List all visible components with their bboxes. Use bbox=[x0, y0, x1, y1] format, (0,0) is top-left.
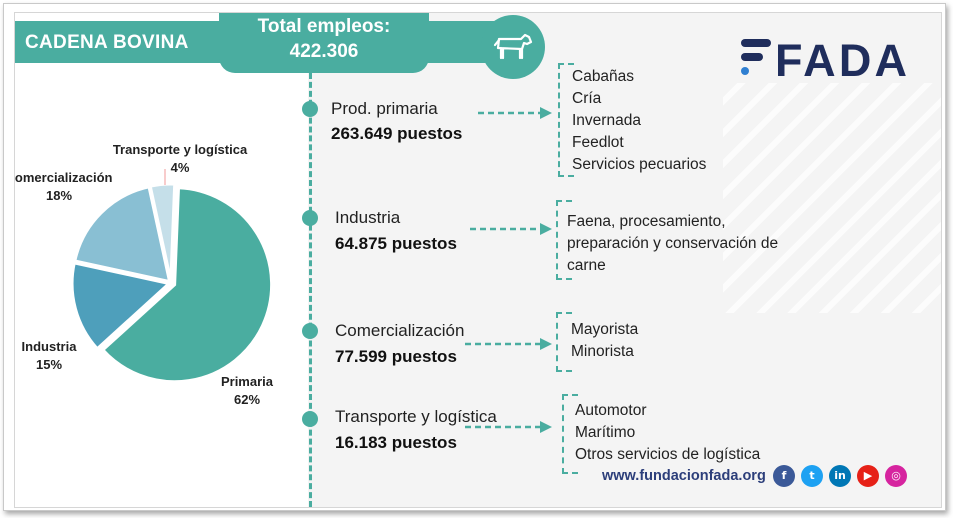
infographic-panel: CADENA BOVINA Total empleos: 422.306 FAD… bbox=[14, 12, 942, 508]
sector-count: 77.599 puestos bbox=[335, 347, 457, 366]
list-item: carne bbox=[567, 257, 606, 274]
list-item: Faena, procesamiento, bbox=[567, 213, 726, 230]
timeline-line bbox=[309, 73, 312, 507]
twitter-icon[interactable]: t bbox=[801, 465, 823, 487]
arrow-icon bbox=[465, 421, 552, 433]
decorative-stripes bbox=[723, 83, 941, 313]
list-item: Marítimo bbox=[575, 424, 636, 441]
pie-label-name: Industria bbox=[22, 339, 78, 354]
items-bracket bbox=[556, 200, 572, 280]
sector-name: Comercialización bbox=[335, 321, 465, 340]
list-item: preparación y conservación de bbox=[567, 235, 779, 252]
pie-label-percent: 15% bbox=[36, 357, 62, 372]
sector-items: Mayorista Minorista bbox=[571, 319, 638, 363]
sector-name: Prod. primaria bbox=[331, 99, 438, 118]
pie-slice-primaria bbox=[100, 186, 274, 384]
timeline-dot bbox=[302, 323, 318, 339]
list-item: Minorista bbox=[571, 343, 634, 360]
pie-label-name: Transporte y logística bbox=[113, 142, 248, 157]
header-title: CADENA BOVINA bbox=[25, 32, 189, 53]
timeline-dot bbox=[302, 101, 318, 117]
sector-items: Cabañas Cría Invernada Feedlot Servicios… bbox=[572, 66, 706, 176]
sector-items: Automotor Marítimo Otros servicios de lo… bbox=[575, 400, 760, 466]
pie-chart: Primaria 62% Industria 15% Comercialización 1… bbox=[15, 142, 274, 407]
pie-label-name: Comercialización bbox=[15, 170, 113, 185]
list-item: Invernada bbox=[572, 112, 641, 129]
pie-slice-transporte-y-log-stica bbox=[148, 182, 177, 282]
website-link[interactable]: www.fundacionfada.org bbox=[602, 468, 766, 484]
timeline-dot bbox=[302, 210, 318, 226]
arrow-icon bbox=[465, 338, 552, 350]
timeline-dot bbox=[302, 411, 318, 427]
sector-count: 16.183 puestos bbox=[335, 433, 457, 452]
items-bracket bbox=[562, 394, 578, 474]
logo-text: FADA bbox=[775, 35, 907, 83]
items-bracket bbox=[556, 312, 572, 372]
sector-name: Industria bbox=[335, 208, 401, 227]
linkedin-icon[interactable]: in bbox=[829, 465, 851, 487]
facebook-icon[interactable]: f bbox=[773, 465, 795, 487]
sector-count: 64.875 puestos bbox=[335, 234, 457, 253]
youtube-icon[interactable]: ▶ bbox=[857, 465, 879, 487]
list-item: Feedlot bbox=[572, 134, 624, 151]
pie-label-percent: 18% bbox=[46, 188, 72, 203]
list-item: Mayorista bbox=[571, 321, 639, 338]
total-value: 422.306 bbox=[289, 41, 359, 62]
list-item: Servicios pecuarios bbox=[572, 156, 707, 173]
pie-slice-industria bbox=[70, 261, 173, 351]
list-item: Cabañas bbox=[572, 68, 635, 85]
list-item: Cría bbox=[572, 90, 602, 107]
infographic-frame: CADENA BOVINA Total empleos: 422.306 FAD… bbox=[3, 3, 946, 511]
pie-label-percent: 62% bbox=[234, 392, 260, 407]
items-bracket bbox=[558, 63, 574, 177]
total-employment-box: Total empleos: 422.306 bbox=[219, 13, 429, 73]
cow-badge bbox=[481, 15, 545, 79]
cow-icon bbox=[493, 33, 533, 60]
pie-slice-comercializaci-n bbox=[73, 185, 172, 284]
sector-name: Transporte y logística bbox=[335, 407, 497, 426]
sector-items: Faena, procesamiento, preparación y cons… bbox=[567, 211, 778, 277]
sector-count: 263.649 puestos bbox=[331, 124, 463, 143]
pie-label-name: Primaria bbox=[221, 374, 274, 389]
list-item: Automotor bbox=[575, 402, 647, 419]
list-item: Otros servicios de logística bbox=[575, 446, 761, 463]
pie-label-percent: 4% bbox=[171, 160, 190, 175]
arrow-icon bbox=[470, 223, 552, 235]
total-label: Total empleos: bbox=[257, 16, 391, 37]
instagram-icon[interactable]: ◎ bbox=[885, 465, 907, 487]
fada-logo: FADA bbox=[741, 35, 907, 83]
arrow-icon bbox=[478, 107, 552, 119]
